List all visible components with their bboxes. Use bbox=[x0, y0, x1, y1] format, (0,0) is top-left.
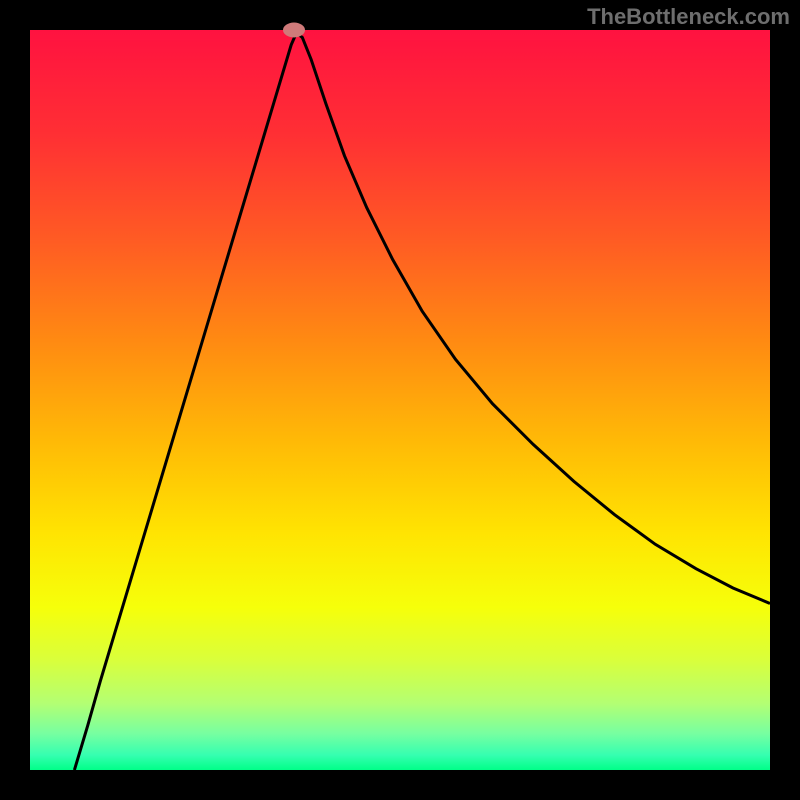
optimum-marker bbox=[283, 23, 305, 38]
watermark-text: TheBottleneck.com bbox=[587, 4, 790, 30]
bottleneck-curve bbox=[74, 33, 770, 770]
plot-area bbox=[30, 30, 770, 770]
curve-svg bbox=[30, 30, 770, 770]
